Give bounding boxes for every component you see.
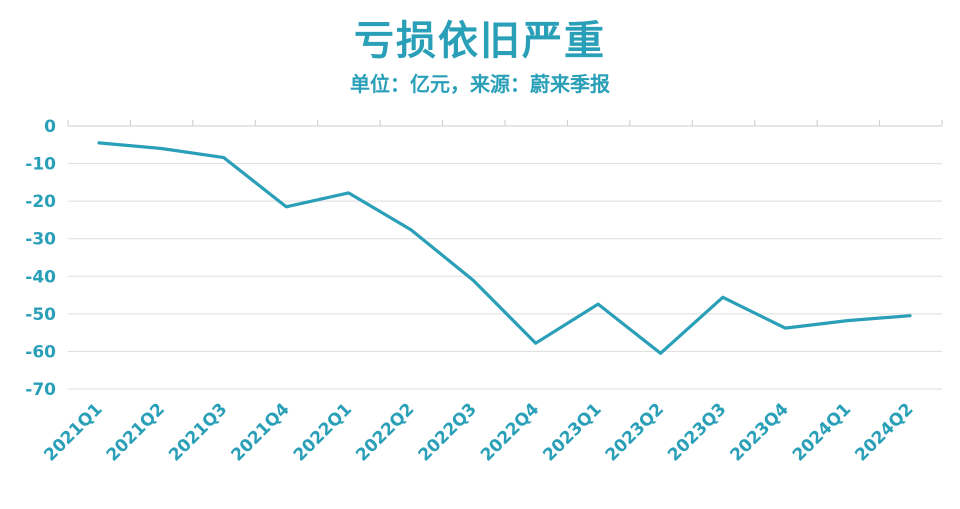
- x-tick-label: 2022Q2: [352, 399, 418, 465]
- x-tick-label: 2024Q1: [789, 399, 855, 465]
- y-tick-label: -20: [25, 192, 56, 212]
- data-point: [721, 295, 725, 299]
- data-point: [534, 341, 538, 345]
- data-point: [908, 314, 912, 318]
- x-axis: [67, 120, 943, 127]
- y-tick-label: -50: [25, 305, 56, 325]
- y-tick-label: -70: [25, 380, 56, 400]
- x-tick-label: 2024Q2: [851, 399, 917, 465]
- x-tick-label: 2023Q2: [602, 399, 668, 465]
- data-point: [846, 319, 850, 323]
- data-point: [471, 278, 475, 282]
- y-tick-label: -60: [25, 342, 56, 362]
- data-point: [159, 147, 163, 151]
- x-tick-label: 2022Q4: [477, 399, 543, 465]
- series: [97, 141, 912, 355]
- chart-title: 亏损依旧严重: [354, 18, 606, 64]
- x-tick-label: 2023Q3: [664, 399, 730, 465]
- data-point: [347, 191, 351, 195]
- data-point: [222, 156, 226, 160]
- y-tick-label: 0: [44, 117, 56, 137]
- chart-subtitle: 单位：亿元，来源：蔚来季报: [350, 72, 610, 96]
- x-tick-labels: 2021Q12021Q22021Q32021Q42022Q12022Q22022…: [40, 399, 917, 465]
- series-line: [97, 141, 912, 355]
- x-tick-label: 2021Q3: [165, 399, 231, 465]
- x-tick-label: 2021Q4: [227, 399, 293, 465]
- y-tick-label: -30: [25, 230, 56, 250]
- x-tick-label: 2022Q1: [290, 399, 356, 465]
- x-tick-label: 2023Q1: [539, 399, 605, 465]
- x-tick-label: 2021Q2: [103, 399, 169, 465]
- x-tick-label: 2023Q4: [727, 399, 793, 465]
- data-point: [783, 326, 787, 330]
- data-point: [284, 205, 288, 209]
- y-tick-label: -10: [25, 155, 56, 175]
- y-tick-label: -40: [25, 267, 56, 287]
- data-point: [409, 228, 413, 232]
- data-point: [97, 141, 101, 145]
- data-point: [658, 351, 662, 355]
- data-point: [596, 302, 600, 306]
- x-tick-label: 2022Q3: [415, 399, 481, 465]
- grid-lines: [68, 163, 942, 390]
- x-tick-label: 2021Q1: [40, 399, 106, 465]
- y-tick-labels: 0 -10 -20 -30 -40 -50 -60 -70: [25, 117, 56, 400]
